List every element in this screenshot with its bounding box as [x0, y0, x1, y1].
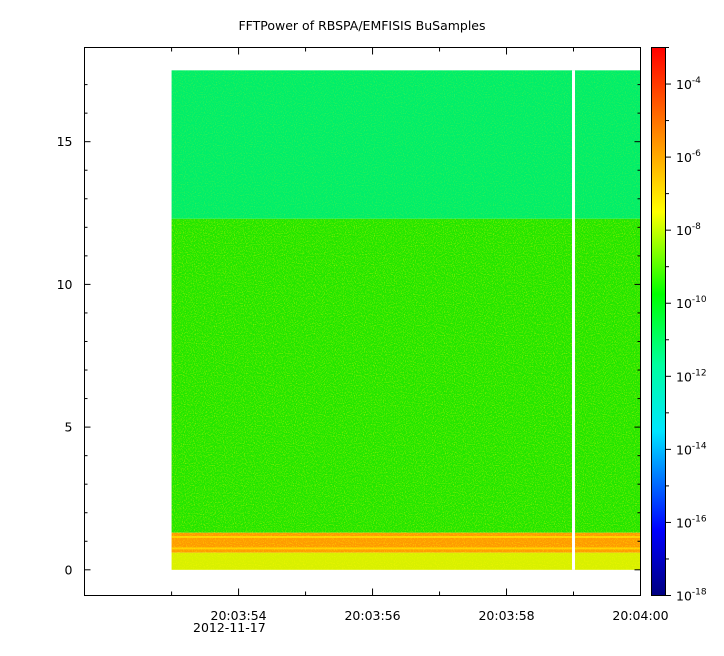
y-tick-label: 5: [65, 420, 73, 435]
x-axis: 20:03:54 20:03:56 20:03:58 20:04:00: [171, 47, 669, 623]
colorbar: [651, 47, 666, 596]
chart-title: FFTPower of RBSPA/EMFISIS BuSamples: [238, 18, 485, 33]
colorbar-tick-label: 10-12: [676, 368, 707, 384]
x-tick-label: 20:03:54: [211, 608, 267, 623]
x-tick-label: 20:04:00: [612, 608, 668, 623]
colorbar-tick-label: 10-8: [676, 222, 701, 238]
spectrogram-speckle: [171, 70, 641, 219]
x-tick-label: 20:03:56: [344, 608, 400, 623]
y-axis: 0 5 10 15: [57, 84, 641, 577]
colorbar-tick-label: 10-18: [676, 588, 707, 604]
plot-frame: [84, 47, 641, 596]
x-axis-date-label: 2012-11-17: [193, 620, 266, 635]
colorbar-tick-label: 10-6: [676, 149, 701, 165]
colorbar-tick-label: 10-4: [676, 76, 701, 92]
colorbar-axis: 10-18 10-16 10-14 10-12 10-10 10-8 10-6 10-4: [665, 47, 707, 604]
y-tick-label: 15: [57, 134, 73, 149]
colorbar-tick-label: 10-14: [676, 441, 707, 457]
data-gap: [572, 70, 576, 570]
colorbar-tick-label: 10-10: [676, 295, 707, 311]
y-tick-label: 0: [65, 562, 73, 577]
spectrogram-speckle-lower: [171, 218, 641, 570]
x-tick-label: 20:03:58: [478, 608, 534, 623]
y-tick-label: 10: [57, 277, 73, 292]
colorbar-tick-label: 10-16: [676, 514, 707, 530]
